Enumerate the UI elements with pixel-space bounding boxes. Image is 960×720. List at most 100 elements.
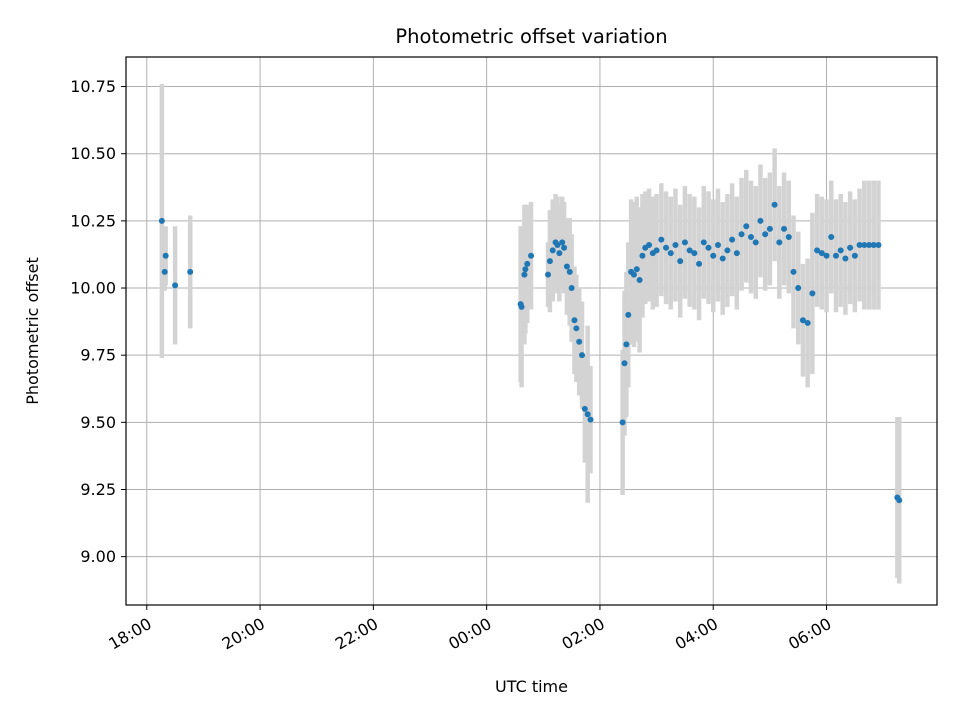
data-point (766, 225, 773, 232)
data-point (633, 266, 640, 273)
data-point (705, 244, 712, 251)
data-point (814, 247, 821, 254)
data-point (573, 325, 580, 332)
data-point (710, 252, 717, 259)
y-tick-label: 9.50 (80, 413, 116, 432)
data-point (799, 317, 806, 324)
data-point (832, 252, 839, 259)
data-point (677, 258, 684, 265)
data-point (672, 242, 679, 249)
data-point (757, 217, 764, 224)
y-tick-label: 10.25 (70, 211, 116, 230)
data-point (837, 247, 844, 254)
data-point (625, 311, 632, 318)
point-layer (158, 201, 903, 504)
plot-frame (125, 56, 938, 606)
data-point (818, 250, 825, 257)
data-point (187, 268, 194, 275)
data-point (528, 252, 535, 259)
data-point (847, 244, 854, 251)
data-point (524, 260, 531, 267)
data-point (861, 242, 868, 249)
data-point (663, 244, 670, 251)
data-point (738, 231, 745, 238)
data-point (576, 338, 583, 345)
data-point (743, 223, 750, 230)
data-point (581, 405, 588, 412)
data-point (729, 236, 736, 243)
data-point (646, 242, 653, 249)
y-tick-label: 10.75 (70, 77, 116, 96)
data-point (781, 225, 788, 232)
data-point (733, 250, 740, 257)
data-point (566, 268, 573, 275)
data-point (776, 239, 783, 246)
data-point (623, 341, 630, 348)
data-point (681, 239, 688, 246)
data-point (696, 260, 703, 267)
data-point (549, 247, 556, 254)
data-point (563, 263, 570, 270)
y-tick-label: 9.25 (80, 480, 116, 499)
data-point (630, 271, 637, 278)
y-tick-label: 9.75 (80, 346, 116, 365)
data-point (658, 236, 665, 243)
data-point (809, 290, 816, 297)
data-point (724, 247, 731, 254)
data-point (158, 217, 165, 224)
data-point (561, 244, 568, 251)
data-point (870, 242, 877, 249)
data-point (790, 268, 797, 275)
data-point (554, 242, 561, 249)
data-point (568, 285, 575, 292)
data-point (545, 271, 552, 278)
y-tick-label: 10.00 (70, 279, 116, 298)
data-point (804, 319, 811, 326)
data-point (579, 352, 586, 359)
data-point (785, 233, 792, 240)
data-point (842, 255, 849, 262)
data-point (546, 258, 553, 265)
data-point (875, 242, 882, 249)
chart-title: Photometric offset variation (395, 25, 667, 48)
data-point (556, 250, 563, 257)
data-point (851, 252, 858, 259)
data-point (172, 282, 179, 289)
data-point (828, 233, 835, 240)
data-point (636, 276, 643, 283)
data-point (771, 201, 778, 208)
data-point (653, 247, 660, 254)
data-point (518, 303, 525, 310)
y-axis-label: Photometric offset (23, 257, 42, 405)
data-point (521, 271, 528, 278)
data-point (587, 416, 594, 423)
data-point (619, 419, 626, 426)
data-point (856, 242, 863, 249)
data-point (795, 285, 802, 292)
data-point (571, 317, 578, 324)
y-tick-label: 9.00 (80, 547, 116, 566)
data-point (639, 252, 646, 259)
data-point (866, 242, 873, 249)
data-point (714, 242, 721, 249)
data-point (162, 252, 169, 259)
data-point (896, 497, 903, 504)
data-point (719, 255, 726, 262)
data-point (752, 239, 759, 246)
data-point (686, 247, 693, 254)
data-point (748, 233, 755, 240)
data-point (762, 231, 769, 238)
x-axis-label: UTC time (495, 677, 568, 696)
data-point (584, 411, 591, 418)
data-point (621, 360, 628, 367)
y-tick-label: 10.50 (70, 144, 116, 163)
data-point (161, 268, 168, 275)
data-point (522, 266, 529, 273)
data-point (700, 239, 707, 246)
data-point (823, 252, 830, 259)
data-point (667, 250, 674, 257)
data-point (559, 239, 566, 246)
data-point (691, 250, 698, 257)
